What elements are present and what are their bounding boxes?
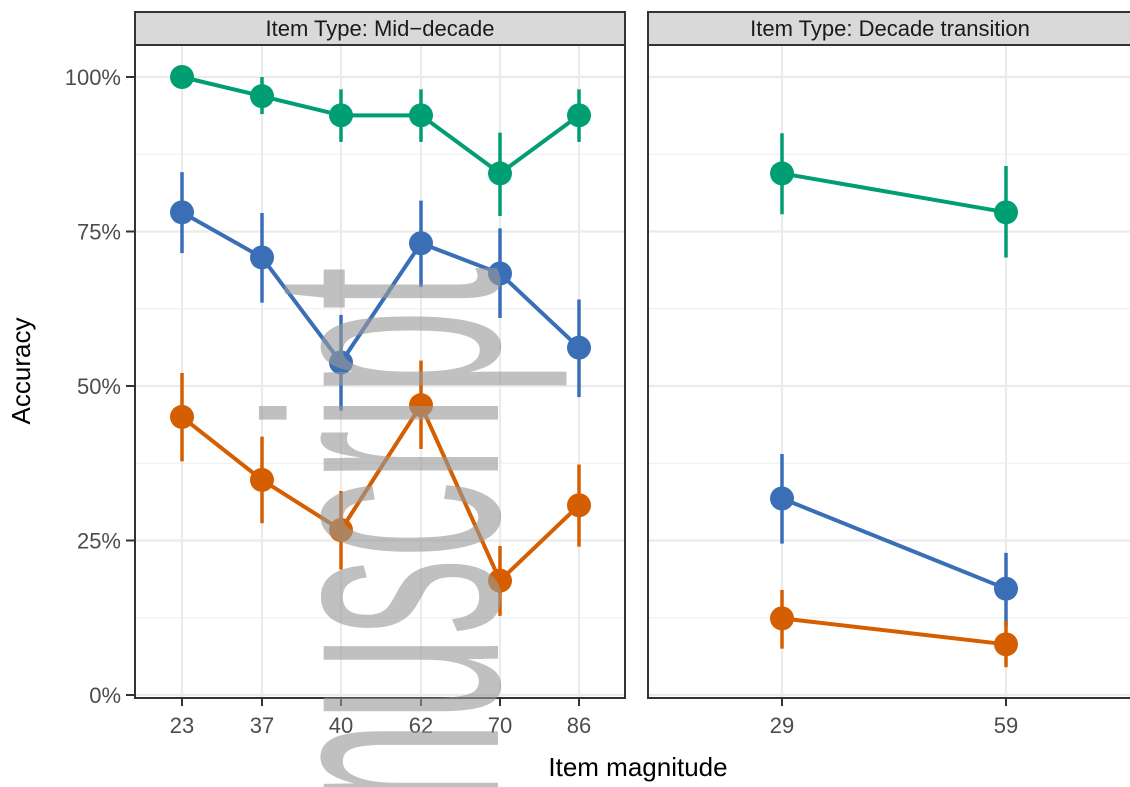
panel-mid-decade-data <box>170 65 591 616</box>
data-point <box>488 161 512 186</box>
y-axis: 0% 25% 50% 75% 100% <box>65 65 135 708</box>
y-tick-label: 0% <box>89 683 121 708</box>
data-point <box>250 245 274 270</box>
x-tick-label: 62 <box>409 713 433 738</box>
series-line <box>781 616 1007 647</box>
strip-decade-transition-label: Item Type: Decade transition <box>750 16 1030 41</box>
data-point <box>329 103 353 128</box>
data-point <box>170 65 194 89</box>
panel-mid-decade-grid <box>135 45 625 698</box>
series-line <box>781 171 1007 215</box>
data-point <box>170 200 194 225</box>
watermark-text: nuscript <box>199 266 570 787</box>
data-point <box>770 606 794 631</box>
data-point <box>994 576 1018 601</box>
x-tick-label: 23 <box>170 713 194 738</box>
series-line <box>781 496 1007 591</box>
y-tick-label: 25% <box>77 529 121 554</box>
x-tick-label: 59 <box>994 713 1018 738</box>
panel-decade-transition-grid <box>648 45 1130 698</box>
data-point <box>170 404 194 429</box>
data-point <box>250 84 274 109</box>
data-point <box>994 632 1018 657</box>
data-point <box>770 486 794 511</box>
panel-background <box>648 45 1130 698</box>
data-point <box>329 517 353 542</box>
strip-decade-transition-bg <box>647 11 1130 46</box>
data-point <box>329 350 353 375</box>
series-line <box>181 75 581 176</box>
series-line <box>181 210 581 365</box>
data-point <box>409 103 433 128</box>
data-point <box>770 161 794 186</box>
y-tick-label: 75% <box>77 220 121 245</box>
x-axis-mid-decade: 23 37 40 62 70 86 <box>170 698 591 738</box>
data-point <box>250 467 274 492</box>
y-tick-label: 50% <box>77 374 121 399</box>
data-point <box>994 200 1018 225</box>
y-axis-title: Accuracy <box>6 318 36 425</box>
x-axis-title: Item magnitude <box>548 752 727 782</box>
data-point <box>567 335 591 360</box>
x-tick-label: 40 <box>329 713 353 738</box>
x-tick-label: 86 <box>567 713 591 738</box>
data-point <box>567 493 591 518</box>
x-axis-decade-transition: 29 59 <box>770 698 1018 738</box>
data-point <box>409 231 433 256</box>
data-point <box>488 261 512 286</box>
x-tick-label: 37 <box>250 713 274 738</box>
strip-mid-decade-bg <box>134 11 626 46</box>
panel-decade-transition-data <box>770 133 1018 668</box>
x-tick-label: 29 <box>770 713 794 738</box>
strip-mid-decade-label: Item Type: Mid−decade <box>266 16 495 41</box>
data-point <box>409 393 433 418</box>
data-point <box>567 103 591 128</box>
y-tick-label: 100% <box>65 65 121 90</box>
data-point <box>488 568 512 593</box>
x-tick-label: 70 <box>488 713 512 738</box>
series-line <box>180 403 581 583</box>
